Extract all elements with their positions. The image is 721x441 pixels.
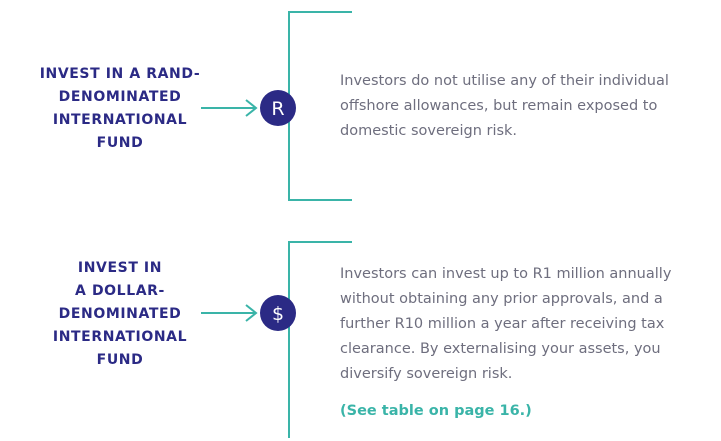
description-line: offshore allowances, but remain exposed … <box>340 98 657 114</box>
option-label: A DOLLAR- <box>75 283 165 299</box>
description-line: domestic sovereign risk. <box>340 123 517 139</box>
option-label: DENOMINATED <box>59 89 182 105</box>
description-line: diversify sovereign risk. <box>340 366 512 382</box>
option-label: FUND <box>97 135 144 151</box>
arrow <box>201 304 258 322</box>
option-label: INTERNATIONAL <box>53 112 187 128</box>
option-label: DENOMINATED <box>59 306 182 322</box>
icon-circle <box>260 90 296 126</box>
option-label: INVEST IN <box>78 260 162 276</box>
page-link[interactable]: (See table on page 16.) <box>340 403 532 419</box>
option-label: INTERNATIONAL <box>53 329 187 345</box>
description-line: further R10 million a year after receivi… <box>340 316 665 332</box>
icon-circle <box>260 295 296 331</box>
section-dollar: $ <box>201 241 352 438</box>
description-line: clearance. By externalising your assets,… <box>340 341 661 357</box>
description-line: without obtaining any prior approvals, a… <box>340 291 663 307</box>
section-rand: R <box>201 11 352 201</box>
option-label: FUND <box>97 352 144 368</box>
description-line: Investors do not utilise any of their in… <box>340 73 669 89</box>
icon-text: R <box>271 98 284 120</box>
arrow <box>201 99 258 117</box>
option-label: INVEST IN A RAND- <box>40 66 201 82</box>
bracket <box>288 241 352 438</box>
description-line: Investors can invest up to R1 million an… <box>340 266 672 282</box>
icon-text: $ <box>272 303 284 325</box>
